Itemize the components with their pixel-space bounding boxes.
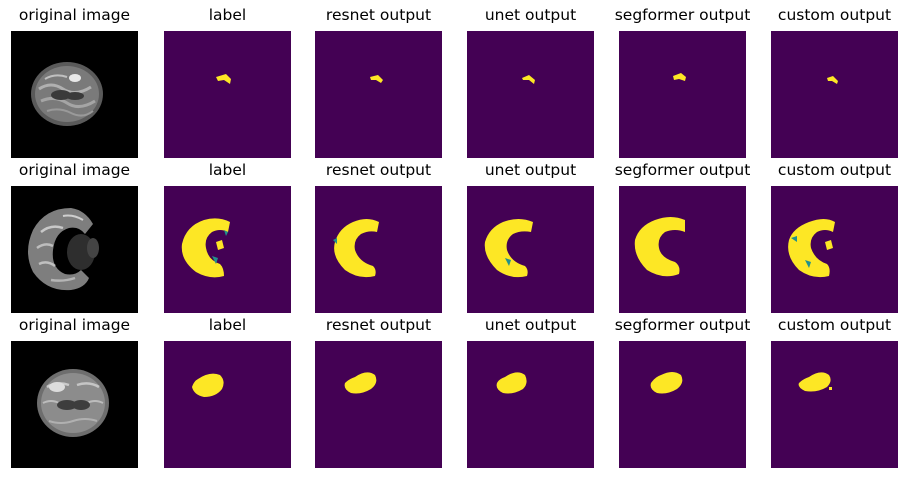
- label-mask: [164, 341, 291, 468]
- panel-title: custom output: [777, 316, 892, 334]
- resnet-mask: [315, 31, 442, 158]
- label-mask: [164, 186, 291, 313]
- panel-title: label: [208, 6, 247, 24]
- panel-title: unet output: [484, 6, 577, 24]
- custom-mask: [771, 341, 898, 468]
- panel-title: custom output: [777, 161, 892, 179]
- panel-title: segformer output: [614, 6, 751, 24]
- resnet-mask: [315, 186, 442, 313]
- panel-title: resnet output: [325, 316, 432, 334]
- segformer-mask: [619, 341, 746, 468]
- custom-mask: [771, 31, 898, 158]
- panel-title: label: [208, 161, 247, 179]
- unet-mask: [467, 31, 594, 158]
- segformer-mask: [619, 186, 746, 313]
- panel-title: original image: [18, 161, 131, 179]
- panel-title: original image: [18, 6, 131, 24]
- custom-mask: [771, 186, 898, 313]
- resnet-mask: [315, 341, 442, 468]
- label-mask: [164, 31, 291, 158]
- panel-title: segformer output: [614, 161, 751, 179]
- panel-title: unet output: [484, 161, 577, 179]
- panel-title: label: [208, 316, 247, 334]
- mri-scan-image: [11, 341, 138, 468]
- mri-scan-image: [11, 31, 138, 158]
- unet-mask: [467, 186, 594, 313]
- segformer-mask: [619, 31, 746, 158]
- mri-scan-image: [11, 186, 138, 313]
- panel-title: resnet output: [325, 161, 432, 179]
- panel-title: unet output: [484, 316, 577, 334]
- panel-title: custom output: [777, 6, 892, 24]
- panel-title: segformer output: [614, 316, 751, 334]
- panel-title: original image: [18, 316, 131, 334]
- unet-mask: [467, 341, 594, 468]
- panel-title: resnet output: [325, 6, 432, 24]
